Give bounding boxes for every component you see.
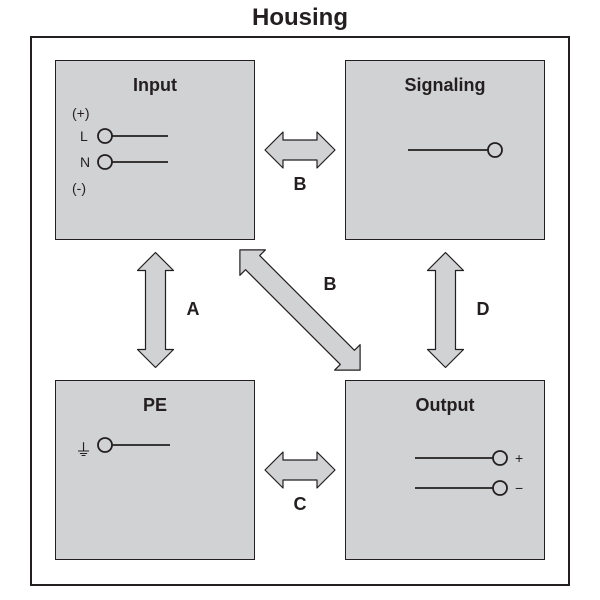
edge-label-A: A xyxy=(183,299,203,320)
block-title-input: Input xyxy=(56,75,254,96)
edge-label-B_diag: B xyxy=(320,274,340,295)
block-output: Output xyxy=(345,380,545,560)
terminal-label-input-3: (-) xyxy=(72,180,86,196)
edge-label-C: C xyxy=(290,494,310,515)
terminal-output-0 xyxy=(414,449,510,467)
arrow-D xyxy=(425,252,465,369)
terminal-input-2 xyxy=(95,153,169,171)
block-input: Input xyxy=(55,60,255,240)
terminal-label-input-2: N xyxy=(80,154,90,170)
edge-label-D: D xyxy=(473,299,493,320)
terminal-pe-0 xyxy=(95,436,171,454)
block-title-signaling: Signaling xyxy=(346,75,544,96)
block-title-output: Output xyxy=(346,395,544,416)
terminal-output-1 xyxy=(414,479,510,497)
arrow-A xyxy=(135,252,175,369)
terminal-label-output-0: + xyxy=(515,450,523,466)
diagram-title: Housing xyxy=(0,4,600,32)
arrow-B_top xyxy=(264,130,336,170)
terminal-label-input-0: (+) xyxy=(72,105,90,121)
terminal-label-pe-0: ⏚ xyxy=(75,436,92,461)
terminal-label-input-1: L xyxy=(80,128,88,144)
terminal-input-1 xyxy=(95,127,169,145)
block-pe: PE xyxy=(55,380,255,560)
terminal-signaling-0 xyxy=(407,141,505,159)
edge-label-B_top: B xyxy=(290,174,310,195)
terminal-label-output-1: − xyxy=(515,480,523,496)
block-title-pe: PE xyxy=(56,395,254,416)
arrow-C xyxy=(264,450,336,490)
